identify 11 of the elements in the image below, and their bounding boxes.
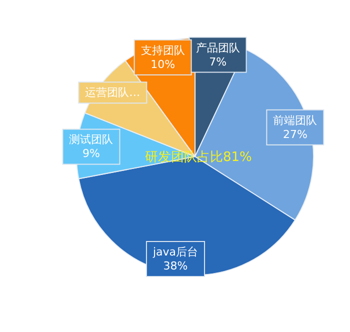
slice-label: 支持团队 xyxy=(140,44,185,57)
slice-label: 前端团队 xyxy=(273,114,318,127)
slice-label: 运营团队… xyxy=(85,86,140,100)
data-label: 27% xyxy=(282,128,308,141)
data-label: 10% xyxy=(150,58,176,71)
data-label: 38% xyxy=(163,259,188,272)
slice-label: 测试团队 xyxy=(69,133,114,146)
data-label: 9% xyxy=(82,147,100,160)
slice-label: java后台 xyxy=(152,245,198,258)
slice-label: 产品团队 xyxy=(196,41,240,54)
data-label: 7% xyxy=(209,55,227,68)
